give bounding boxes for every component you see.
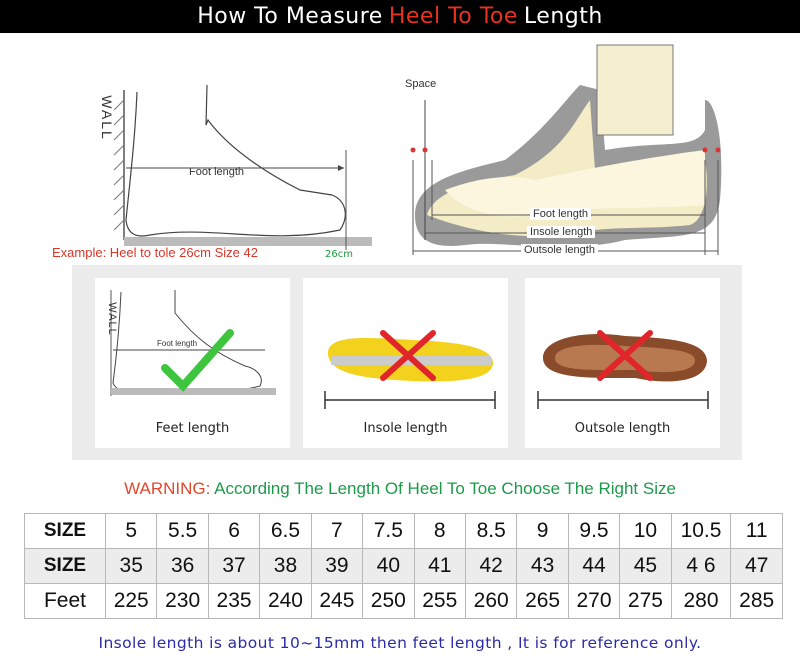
warning-message: According The Length Of Heel To Toe Choo…: [214, 479, 676, 498]
foot-measure-illustration: [110, 290, 276, 396]
cell: 44: [567, 548, 621, 584]
mark-26cm: 26cm: [325, 249, 353, 260]
cross-icon: [380, 330, 436, 381]
comparison-panel: WALL Foot length Feet length Insole leng…: [72, 265, 742, 460]
cell: 11: [730, 513, 783, 549]
cell: 37: [207, 548, 261, 584]
outsole-illustration: [537, 330, 709, 409]
table-row-us-size: SIZE 5 5.5 6 6.5 7 7.5 8 8.5 9 9.5 10 10.5 11: [24, 513, 783, 549]
foot-length-label-right: Foot length: [530, 208, 592, 220]
cell: 42: [464, 548, 518, 584]
reference-note: Insole length is about 10~15mm then feet…: [98, 634, 702, 652]
card-caption: Insole length: [363, 421, 448, 436]
row-header: SIZE: [24, 513, 106, 549]
cell: 8: [413, 513, 466, 549]
cell: 45: [619, 548, 672, 584]
cell: 7: [310, 513, 364, 549]
shoe-cross-section-illustration: [410, 44, 722, 255]
cell: 10.5: [670, 513, 732, 549]
cell: 5.5: [156, 513, 209, 549]
cell: 230: [156, 583, 209, 619]
outsole-length-label: Outsole length: [521, 244, 598, 256]
cell: 5: [104, 513, 158, 549]
cell: 47: [730, 548, 783, 584]
cell: 270: [567, 583, 621, 619]
card-foot-length-label: Foot length: [157, 339, 198, 348]
card-caption: Outsole length: [574, 421, 671, 436]
title-banner: How To Measure Heel To Toe Length: [0, 0, 800, 33]
cross-icon: [597, 330, 653, 381]
space-label: Space: [405, 78, 437, 90]
cell: 10: [619, 513, 672, 549]
cell: 41: [413, 548, 466, 584]
wall-label: WALL: [98, 95, 115, 141]
checkmark-icon: [161, 329, 234, 392]
cell: 260: [464, 583, 518, 619]
insole-length-label: Insole length: [527, 226, 596, 238]
card-outsole-length: Outsole length: [525, 278, 720, 448]
cell: 7.5: [362, 513, 415, 549]
table-row-feet: Feet 225 230 235 240 245 250 255 260 265 270 275 28…: [24, 583, 783, 619]
table-row-eu-size: SIZE 35 36 37 38 39 40 41 42 43 44 45 4 6 47: [24, 548, 783, 584]
insole-illustration: [324, 330, 496, 409]
warning-label: WARNING:: [124, 479, 211, 498]
cell: 9: [516, 513, 569, 549]
cell: 6: [207, 513, 261, 549]
cell: 6.5: [259, 513, 312, 549]
title-pre: How To Measure: [197, 4, 383, 29]
cell: 40: [362, 548, 415, 584]
cell: 43: [516, 548, 569, 584]
foot-wall-illustration: [113, 84, 372, 250]
cell: 245: [310, 583, 364, 619]
cell: 235: [207, 583, 261, 619]
row-header: SIZE: [24, 548, 106, 584]
cell: 265: [516, 583, 569, 619]
cell: 39: [310, 548, 364, 584]
cell: 285: [730, 583, 783, 619]
cell: 275: [619, 583, 672, 619]
cell: 225: [104, 583, 158, 619]
card-caption: Feet length: [155, 421, 230, 436]
cell: 36: [156, 548, 209, 584]
size-table: SIZE 5 5.5 6 6.5 7 7.5 8 8.5 9 9.5 10 10.5 11 SIZE 3…: [24, 513, 783, 619]
title-highlight: Heel To Toe: [388, 4, 518, 29]
row-header: Feet: [24, 583, 106, 619]
title-post: Length: [523, 4, 603, 29]
cell: 240: [259, 583, 312, 619]
cell: 8.5: [464, 513, 518, 549]
example-text: Example: Heel to tole 26cm Size 42: [52, 245, 258, 260]
card-feet-length: WALL Foot length Feet length: [95, 278, 290, 448]
cell: 35: [104, 548, 158, 584]
cell: 255: [413, 583, 466, 619]
foot-length-label: Foot length: [189, 166, 245, 178]
cell: 250: [362, 583, 415, 619]
warning-text: WARNING: According The Length Of Heel To…: [0, 479, 800, 499]
card-wall-label: WALL: [105, 302, 118, 336]
cell: 280: [670, 583, 732, 619]
cell: 4 6: [670, 548, 732, 584]
card-insole-length: Insole length: [303, 278, 508, 448]
cell: 9.5: [567, 513, 621, 549]
cell: 38: [259, 548, 312, 584]
